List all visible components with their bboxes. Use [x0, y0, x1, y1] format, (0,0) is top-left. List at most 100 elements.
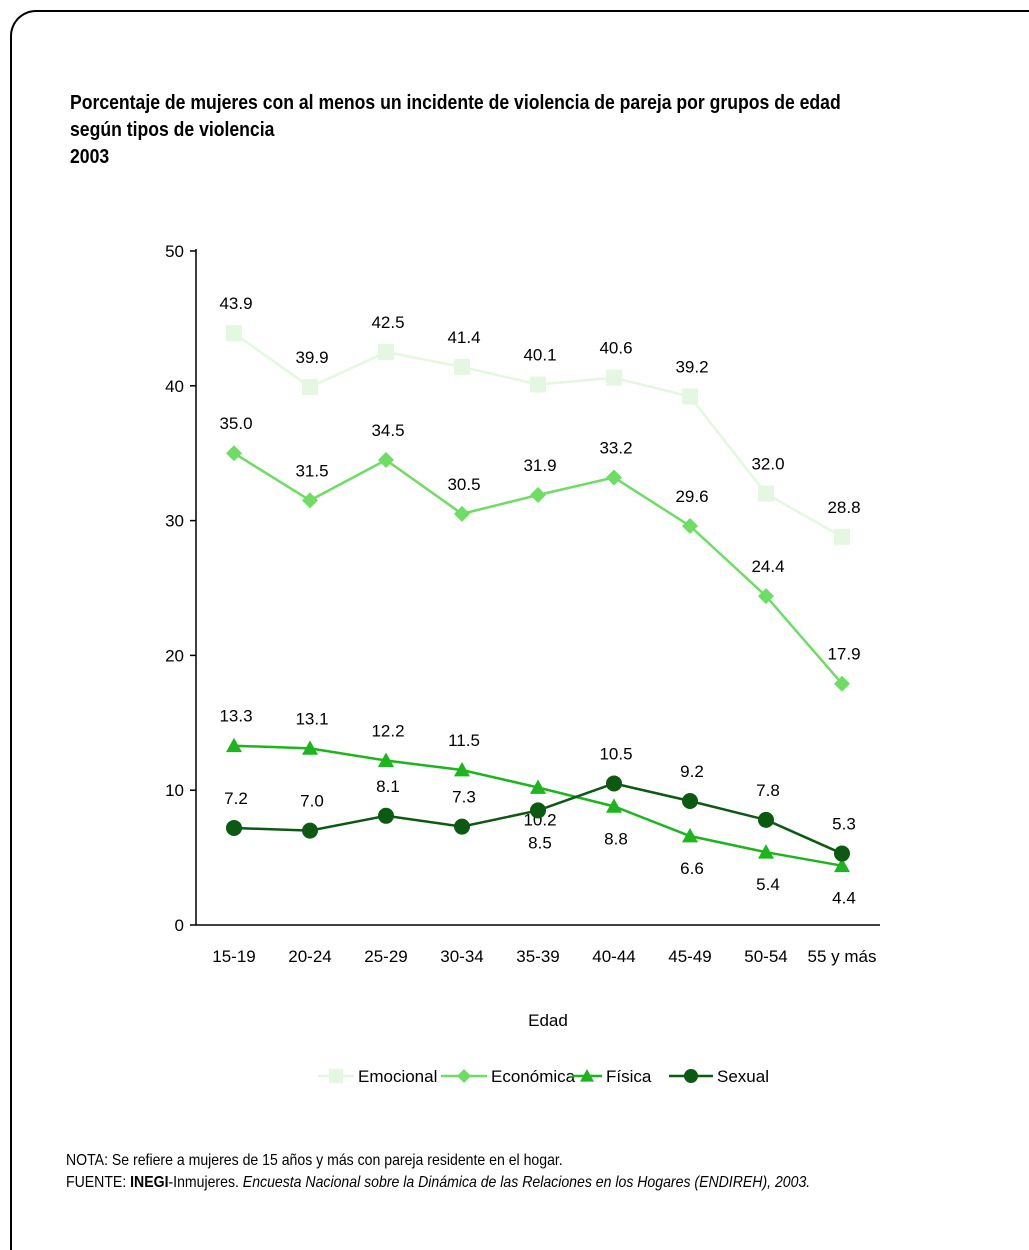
data-label: 42.5	[371, 313, 404, 332]
data-point	[302, 379, 318, 396]
data-label: 40.1	[523, 345, 556, 364]
x-axis-label: Edad	[528, 1011, 568, 1030]
data-label: 8.5	[528, 833, 552, 852]
data-point	[226, 325, 242, 342]
data-label: 6.6	[680, 859, 704, 878]
legend-label: Emocional	[358, 1067, 437, 1086]
y-tick-label: 20	[165, 646, 184, 665]
x-tick-label: 15-19	[212, 947, 255, 966]
legend-marker	[457, 1069, 471, 1083]
x-tick-label: 35-39	[516, 947, 559, 966]
data-point	[302, 822, 318, 839]
data-point	[606, 469, 622, 486]
source-label: FUENTE:	[66, 1174, 131, 1191]
data-label: 31.5	[295, 461, 328, 480]
data-label: 8.8	[604, 829, 628, 848]
x-tick-label: 30-34	[440, 947, 483, 966]
data-point	[378, 344, 394, 361]
note-text: NOTA: Se refiere a mujeres de 15 años y …	[66, 1152, 563, 1169]
data-label: 34.5	[371, 421, 404, 440]
data-label: 7.8	[756, 781, 780, 800]
data-point	[682, 828, 698, 843]
data-label: 24.4	[751, 557, 784, 576]
data-point	[834, 675, 850, 692]
data-point	[454, 818, 470, 835]
data-label: 13.3	[219, 707, 252, 726]
title-year: 2003	[70, 146, 110, 168]
y-tick-label: 10	[165, 781, 184, 800]
data-label: 41.4	[447, 328, 480, 347]
data-point	[606, 798, 622, 813]
data-label: 7.0	[300, 792, 324, 811]
data-point	[834, 528, 850, 545]
legend-label: Sexual	[717, 1067, 769, 1086]
data-label: 12.2	[371, 722, 404, 741]
data-label: 40.6	[599, 339, 632, 358]
x-tick-label: 20-24	[288, 947, 331, 966]
data-label: 30.5	[447, 475, 480, 494]
data-label: 7.3	[452, 788, 476, 807]
legend-marker	[684, 1069, 698, 1083]
data-label: 39.2	[675, 358, 708, 377]
data-label: 35.0	[219, 414, 252, 433]
data-label: 4.4	[832, 889, 856, 908]
data-label: 5.4	[756, 875, 780, 894]
data-point	[378, 752, 394, 767]
data-point	[682, 388, 698, 405]
data-point	[606, 775, 622, 792]
data-point	[758, 844, 774, 859]
x-tick-label: 25-29	[364, 947, 407, 966]
data-point	[758, 811, 774, 828]
data-label: 11.5	[448, 731, 480, 750]
data-point	[682, 792, 698, 809]
data-label: 33.2	[599, 438, 632, 457]
title-line-2: según tipos de violencia	[70, 119, 275, 141]
data-label: 39.9	[295, 348, 328, 367]
legend-label: Económica	[491, 1067, 576, 1086]
data-point	[378, 807, 394, 824]
data-point	[302, 492, 318, 509]
data-point	[530, 376, 546, 393]
x-tick-label: 50-54	[744, 947, 787, 966]
data-label: 13.1	[295, 709, 328, 728]
data-point	[226, 819, 242, 836]
y-tick-label: 30	[165, 512, 184, 531]
y-tick-label: 50	[165, 242, 184, 261]
data-point	[758, 588, 774, 605]
footnote: NOTA: Se refiere a mujeres de 15 años y …	[66, 1150, 902, 1194]
data-label: 28.8	[827, 498, 860, 517]
data-point	[606, 369, 622, 386]
figure-frame	[10, 10, 1029, 1250]
data-point	[834, 857, 850, 873]
source-org: INEGI	[130, 1174, 169, 1191]
legend-marker	[580, 1069, 594, 1082]
data-label: 5.3	[832, 815, 856, 834]
line-chart: 0 10 20 30 40 50 15-19 20-24 25-29 30-34 35-39 40-4…	[165, 242, 880, 1086]
data-point	[758, 485, 774, 502]
data-label: 29.6	[675, 487, 708, 506]
data-label: 32.0	[751, 455, 784, 474]
y-tick-label: 0	[175, 916, 184, 935]
data-label: 17.9	[827, 645, 860, 664]
x-tick-label: 45-49	[668, 947, 711, 966]
data-label: 10.5	[599, 744, 632, 763]
source-title: Encuesta Nacional sobre la Dinámica de l…	[242, 1174, 811, 1191]
data-label: 9.2	[680, 762, 704, 781]
data-point	[530, 802, 546, 819]
source-org2: -Inmujeres.	[168, 1174, 243, 1191]
data-label: 7.2	[224, 789, 248, 808]
data-point	[530, 486, 546, 503]
legend-label: Física	[606, 1067, 652, 1086]
data-point	[226, 445, 242, 462]
source-text: FUENTE: INEGI-Inmujeres. Encuesta Nacion…	[66, 1172, 902, 1194]
title-line-1: Porcentaje de mujeres con al menos un in…	[70, 92, 841, 114]
data-point	[834, 845, 850, 862]
chart-title: Porcentaje de mujeres con al menos un in…	[70, 90, 897, 171]
data-point	[682, 517, 698, 534]
x-tick-label: 55 y más	[808, 947, 877, 966]
data-point	[530, 779, 546, 794]
data-point	[226, 737, 242, 753]
x-tick-label: 40-44	[592, 947, 635, 966]
data-point	[302, 740, 318, 755]
data-label: 43.9	[219, 294, 252, 313]
